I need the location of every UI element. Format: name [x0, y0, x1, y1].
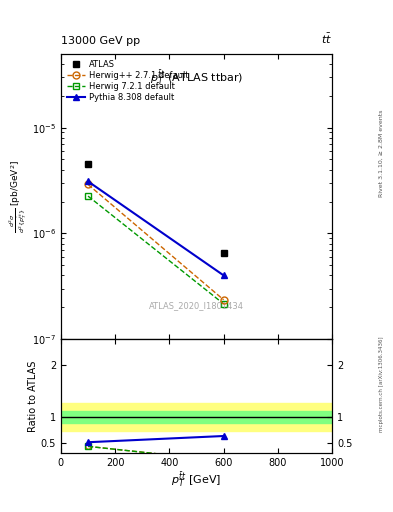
Herwig++ 2.7.1 default — [86, 181, 90, 187]
Pythia 8.308 default — [86, 178, 90, 184]
Y-axis label: $\frac{d^2\sigma}{d^2\{p_T^{\bar{t}t}\}}$ [pb/GeV$^2$]: $\frac{d^2\sigma}{d^2\{p_T^{\bar{t}t}\}}… — [8, 160, 29, 233]
Bar — [61, 403, 332, 431]
Line: Herwig 7.2.1 default: Herwig 7.2.1 default — [84, 193, 227, 307]
Line: Pythia 8.308 default: Pythia 8.308 default — [84, 178, 227, 279]
Text: $p_T^{\bar{t}t}$ (ATLAS ttbar): $p_T^{\bar{t}t}$ (ATLAS ttbar) — [150, 68, 243, 87]
Text: $t\bar{t}$: $t\bar{t}$ — [321, 32, 332, 46]
Herwig 7.2.1 default — [221, 301, 226, 307]
Herwig++ 2.7.1 default — [221, 297, 226, 303]
Text: Rivet 3.1.10, ≥ 2.8M events: Rivet 3.1.10, ≥ 2.8M events — [379, 110, 384, 197]
Text: 13000 GeV pp: 13000 GeV pp — [61, 36, 140, 46]
Line: ATLAS: ATLAS — [84, 161, 227, 257]
Text: mcplots.cern.ch [arXiv:1306.3436]: mcplots.cern.ch [arXiv:1306.3436] — [379, 336, 384, 432]
ATLAS — [221, 250, 226, 256]
Text: ATLAS_2020_I1801434: ATLAS_2020_I1801434 — [149, 302, 244, 310]
Legend: ATLAS, Herwig++ 2.7.1 default, Herwig 7.2.1 default, Pythia 8.308 default: ATLAS, Herwig++ 2.7.1 default, Herwig 7.… — [65, 58, 191, 103]
Bar — [61, 411, 332, 423]
Line: Herwig++ 2.7.1 default: Herwig++ 2.7.1 default — [84, 181, 227, 303]
Y-axis label: Ratio to ATLAS: Ratio to ATLAS — [28, 360, 38, 432]
Herwig 7.2.1 default — [86, 193, 90, 199]
Pythia 8.308 default — [221, 272, 226, 279]
ATLAS — [86, 161, 90, 167]
X-axis label: $p^{\bar{t}t}_T$ [GeV]: $p^{\bar{t}t}_T$ [GeV] — [171, 471, 222, 489]
